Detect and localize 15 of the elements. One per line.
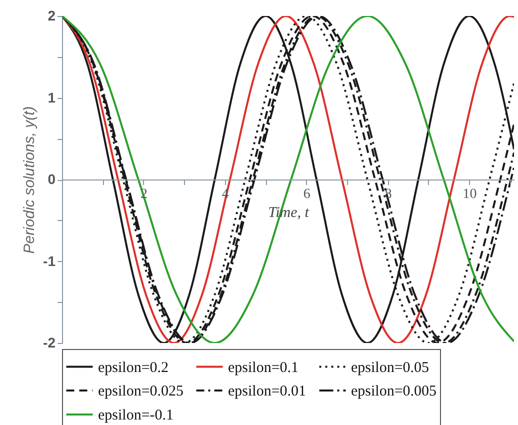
legend-label: epsilon=0.2 <box>98 360 169 376</box>
legend-label: epsilon=0.025 <box>98 384 184 400</box>
legend-label: epsilon=0.01 <box>228 384 306 400</box>
legend-label: epsilon=0.005 <box>351 384 437 400</box>
y-tick-label: 1 <box>48 89 56 106</box>
y-tick-label: 2 <box>48 8 56 24</box>
y-tick-label: -2 <box>43 334 56 350</box>
x-tick-label: 6 <box>303 187 310 202</box>
y-tick-label: -1 <box>43 252 56 269</box>
legend-label: epsilon=0.05 <box>351 360 430 376</box>
legend-label: epsilon=0.1 <box>228 360 299 376</box>
y-tick-label: 0 <box>48 171 56 187</box>
legend-label: epsilon=-0.1 <box>98 408 174 424</box>
y-axis-title: Periodic solutions, y(t) <box>21 106 38 254</box>
x-tick-label: 10 <box>462 187 477 202</box>
